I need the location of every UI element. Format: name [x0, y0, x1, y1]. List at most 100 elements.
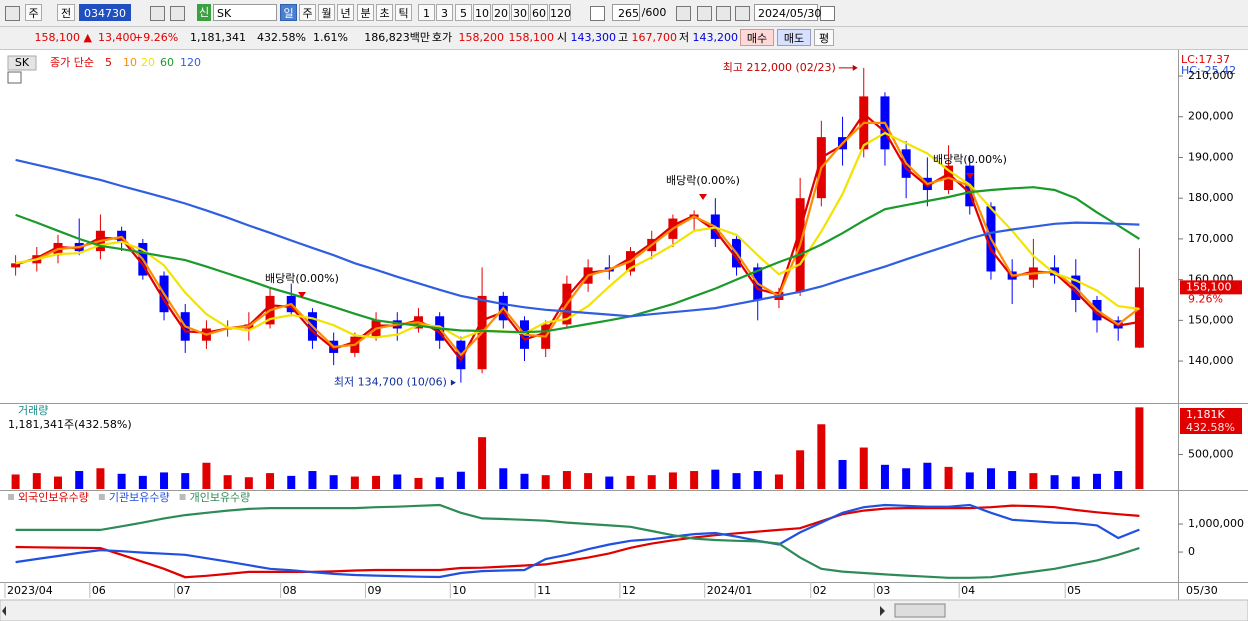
- toolbar: 주 전 034730 신 SK 일 주 월 년 분 초 틱 1 3 5 10 20 30 60 120 265/600 2…: [0, 0, 1248, 27]
- toolbar-item[interactable]: 평: [814, 29, 834, 46]
- icon[interactable]: [697, 6, 712, 21]
- y-tick-label: 190,000: [1188, 150, 1234, 163]
- toolbar-item[interactable]: 초: [376, 4, 393, 21]
- volume-bar: [350, 476, 359, 489]
- x-tick-label: 10: [452, 584, 466, 597]
- toolbar-item[interactable]: 3: [436, 4, 453, 21]
- icon[interactable]: [735, 6, 750, 21]
- icon[interactable]: [5, 6, 20, 21]
- legend-swatch: [8, 494, 14, 500]
- volume-title: 거래량: [18, 404, 48, 417]
- search-icon[interactable]: [150, 6, 165, 21]
- y-tick-label: 170,000: [1188, 232, 1234, 245]
- volume-bar: [1050, 475, 1059, 489]
- volume-bar: [32, 473, 41, 489]
- volume-bar: [690, 471, 699, 489]
- min-annotation: 최저 134,700 (10/06): [334, 376, 447, 389]
- toolbar-item[interactable]: 분: [357, 4, 374, 21]
- x-tick-label: 07: [177, 584, 191, 597]
- toolbar-item[interactable]: 월: [318, 4, 335, 21]
- legend-entry: 외국인보유수량: [18, 491, 89, 504]
- x-tick-label: 2024/01: [707, 584, 753, 597]
- toolbar-item: 158,100 ▲: [34, 31, 92, 44]
- volume-bar: [647, 475, 656, 489]
- volume-bar: [1092, 473, 1101, 489]
- toolbar-item[interactable]: 주: [299, 4, 316, 21]
- volume-bar: [223, 475, 232, 489]
- volume-bar: [711, 469, 720, 489]
- toolbar-item[interactable]: 265: [612, 4, 640, 21]
- background: [0, 50, 1248, 600]
- volume-bar: [1029, 473, 1038, 489]
- toolbar-item[interactable]: 30: [511, 4, 529, 21]
- toolbar-item[interactable]: 매도: [777, 29, 811, 46]
- x-tick-label: 2023/04: [7, 584, 53, 597]
- legend-entry: 개인보유수량: [190, 491, 251, 504]
- y-tick-label: 180,000: [1188, 191, 1234, 204]
- volume-bar: [435, 477, 444, 489]
- toolbar-item[interactable]: 120: [549, 4, 571, 21]
- y-tick-label: 150,000: [1188, 313, 1234, 326]
- toolbar-item[interactable]: 일: [280, 4, 297, 21]
- toolbar-item[interactable]: 틱: [395, 4, 412, 21]
- x-tick-label: 03: [876, 584, 890, 597]
- dropdown[interactable]: [590, 6, 605, 21]
- volume-bar: [414, 477, 423, 489]
- toolbar-item[interactable]: 년: [337, 4, 354, 21]
- volume-bar: [138, 475, 147, 489]
- ma-line: [15, 186, 1140, 334]
- volume-bar: [626, 475, 635, 489]
- volume-bar: [308, 471, 317, 489]
- volume-bar: [478, 437, 487, 489]
- toolbar-item[interactable]: SK: [213, 4, 277, 21]
- symbol: SK: [15, 56, 30, 69]
- volume-bar: [202, 462, 211, 489]
- volume-bar: [732, 473, 741, 489]
- table-icon[interactable]: [7, 71, 22, 84]
- dividend-marker: [966, 173, 974, 179]
- volume-bar: [1135, 407, 1144, 489]
- volume-bar: [796, 450, 805, 489]
- candle-body: [1134, 287, 1144, 348]
- volume-bar: [880, 464, 889, 489]
- toolbar-item[interactable]: 2024/05/30: [754, 4, 821, 21]
- toolbar-item[interactable]: 034730: [79, 4, 131, 21]
- max-annotation: 최고 212,000 (02/23): [723, 61, 836, 74]
- toolbar-item[interactable]: 1: [418, 4, 435, 21]
- icon[interactable]: [716, 6, 731, 21]
- symbol-box: [7, 55, 37, 71]
- toolbar-item[interactable]: 5: [455, 4, 472, 21]
- scroll-right[interactable]: [880, 606, 885, 616]
- nav-buttons[interactable]: [894, 603, 946, 618]
- toolbar-item[interactable]: 20: [492, 4, 510, 21]
- volume-bar: [668, 472, 677, 489]
- volume-bar: [499, 468, 508, 489]
- toolbar-item[interactable]: 주: [25, 4, 42, 21]
- volume-bar: [584, 473, 593, 489]
- legend-swatch: [179, 494, 186, 500]
- dividend-marker: [298, 292, 306, 298]
- toolbar-item: 432.58%: [257, 31, 306, 44]
- toolbar-item: 고: [617, 31, 629, 44]
- scrollbar[interactable]: [0, 599, 1248, 621]
- calendar-icon[interactable]: [820, 6, 835, 21]
- max-arrow-head: [852, 64, 858, 71]
- ma-line: [15, 158, 1140, 318]
- sound-icon[interactable]: [170, 6, 185, 21]
- legend-entry: 60: [160, 56, 174, 69]
- change-tag-label: 9.26%: [1188, 292, 1223, 305]
- x-tick-label: 02: [813, 584, 827, 597]
- toolbar-item[interactable]: 전: [57, 4, 75, 21]
- x-tick-label: 04: [961, 584, 975, 597]
- volume-bar: [266, 473, 275, 489]
- volume-bar: [817, 424, 826, 489]
- scroll-left[interactable]: [2, 606, 6, 616]
- legend-entry: 20: [141, 56, 155, 69]
- toolbar-item[interactable]: 매수: [740, 29, 774, 46]
- volume-bar: [329, 475, 338, 489]
- icon[interactable]: [676, 6, 691, 21]
- toolbar-item[interactable]: 10: [473, 4, 491, 21]
- volume-info: 1,181,341주(432.58%): [8, 418, 132, 431]
- volume-bar: [965, 472, 974, 489]
- toolbar-item[interactable]: 60: [530, 4, 548, 21]
